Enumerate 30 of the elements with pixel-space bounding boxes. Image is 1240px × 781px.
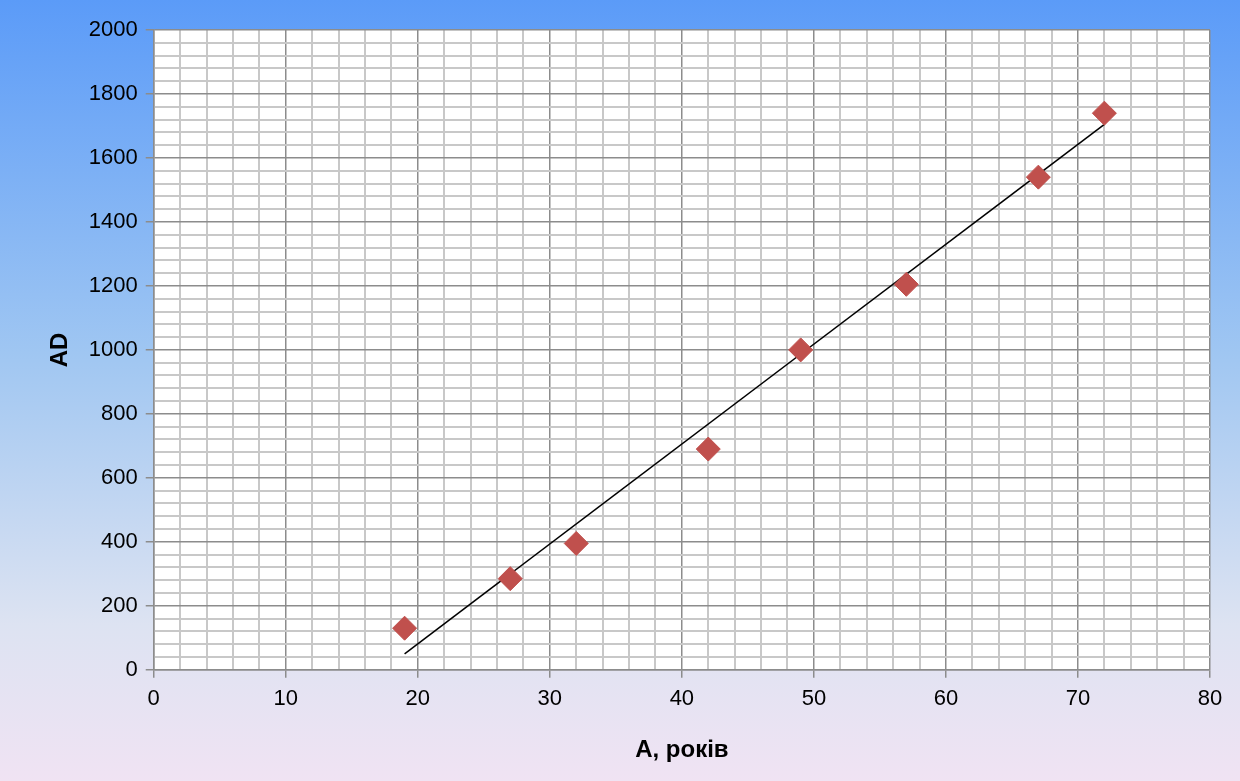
point [695, 436, 721, 462]
y-tick-label: 800 [101, 399, 138, 425]
y-tick-label: 1000 [88, 335, 138, 361]
point [392, 615, 418, 641]
point [893, 271, 919, 297]
x-tick-label: 80 [1197, 685, 1223, 711]
x-axis-title: A, років [635, 735, 729, 763]
point [497, 566, 523, 592]
x-tick-label: 20 [405, 685, 431, 711]
x-tick-label: 40 [669, 685, 695, 711]
y-tick-label: 1800 [88, 80, 138, 106]
x-tick-label: 50 [801, 685, 827, 711]
x-tick-label: 70 [1065, 685, 1091, 711]
y-tick-label: 1200 [88, 271, 138, 297]
y-axis-title: AD [45, 332, 73, 368]
x-tick-label: 60 [933, 685, 959, 711]
point [788, 337, 814, 363]
point [563, 530, 589, 556]
point [1091, 100, 1117, 126]
y-tick-label: 600 [101, 463, 138, 489]
y-tick-label: 2000 [88, 16, 138, 42]
x-tick-label: 10 [273, 685, 299, 711]
y-tick-label: 0 [125, 655, 138, 681]
y-tick-label: 1400 [88, 208, 138, 233]
y-tick-label: 400 [101, 527, 138, 553]
x-tick-label: 30 [537, 685, 563, 711]
y-tick-label: 200 [101, 591, 138, 617]
y-tick-label: 1600 [88, 144, 138, 170]
x-tick-label: 0 [147, 685, 160, 711]
point [1025, 164, 1051, 190]
